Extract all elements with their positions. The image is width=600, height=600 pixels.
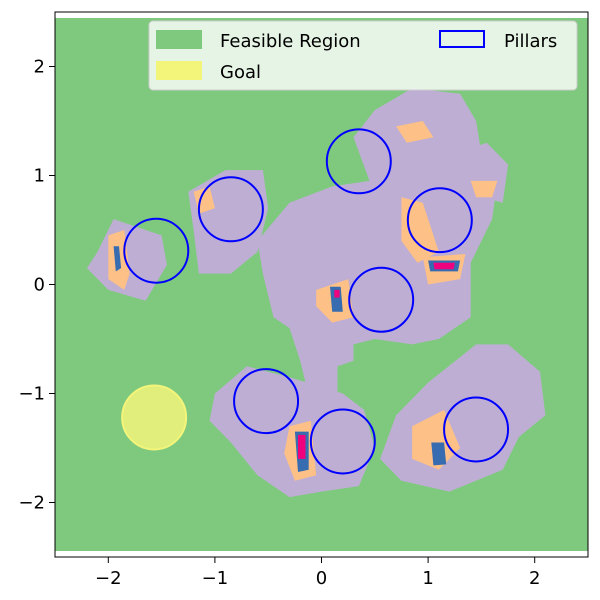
- contour-level2-7: [396, 121, 434, 143]
- x-tick-label-0: −2: [95, 568, 122, 589]
- contour-level2-8: [470, 180, 498, 198]
- contour-level4-3: [431, 442, 447, 466]
- y-tick-label-1: −1: [18, 384, 45, 405]
- legend-swatch-2: [439, 30, 485, 48]
- contour-level4-0: [113, 246, 122, 272]
- contour-level1-2: [257, 88, 498, 405]
- legend-box: [148, 20, 578, 91]
- axis-ticks: −2 −1 0 1 2 −2 −1 0 1 2: [18, 57, 540, 590]
- pillar-1: [197, 176, 264, 243]
- pillar-4: [348, 266, 415, 333]
- x-tick-label-1: −1: [202, 568, 229, 589]
- contour-level5-0: [334, 289, 340, 298]
- y-tick-label-2: 0: [34, 275, 45, 296]
- goal-circle: [121, 384, 188, 451]
- legend-label-1: Goal: [220, 62, 261, 83]
- goal-layer: [121, 384, 188, 451]
- legend-swatch-0: [156, 30, 202, 49]
- contour-level2-2: [401, 197, 439, 263]
- pillar-3: [406, 187, 473, 254]
- legend-label-0: Feasible Region: [220, 31, 361, 52]
- legend-swatch-1: [156, 61, 202, 80]
- x-tick-label-3: 1: [422, 568, 433, 589]
- pillar-0: [123, 217, 190, 284]
- pillar-6: [309, 408, 376, 475]
- y-tick-label-0: −2: [18, 493, 45, 514]
- pillar-2: [325, 128, 392, 195]
- y-tick-label-4: 2: [34, 57, 45, 78]
- legend-label-2: Pillars: [504, 31, 557, 52]
- y-tick-label-3: 1: [34, 166, 45, 187]
- contour-regions: [87, 88, 546, 498]
- pillar-5: [233, 368, 300, 435]
- contour-level5-2: [433, 262, 455, 270]
- legend: Feasible Region Goal Pillars: [148, 20, 578, 91]
- contour-level2-6: [412, 409, 461, 470]
- x-tick-label-4: 2: [529, 568, 540, 589]
- contour-level5-1: [298, 434, 306, 459]
- pillar-7: [443, 396, 510, 463]
- x-tick-label-2: 0: [316, 568, 327, 589]
- pillars-layer: [123, 128, 510, 475]
